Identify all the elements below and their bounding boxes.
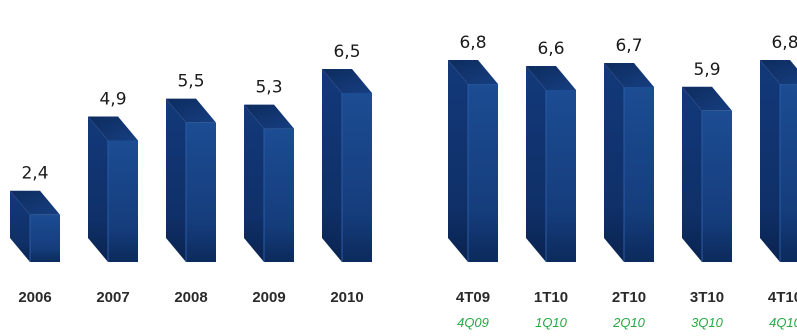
bar-side-face: [448, 60, 468, 262]
value-label: 6,8: [771, 33, 797, 53]
category-label: 2009: [252, 289, 285, 306]
subcategory-label: 4Q09: [457, 315, 489, 330]
category-label: 2008: [174, 289, 207, 306]
bar-side-face: [604, 63, 624, 263]
bar-front-face: [186, 122, 216, 263]
bar-side-face: [322, 68, 342, 262]
category-label: 2010: [330, 289, 363, 306]
bar-side-face: [760, 60, 780, 262]
bar-1T10: [526, 65, 576, 262]
value-label: 5,5: [177, 72, 204, 92]
bar-top-face: [244, 104, 294, 129]
subcategory-label: 3Q10: [691, 315, 724, 330]
bar-side-face: [10, 190, 30, 262]
value-label: 6,8: [459, 33, 486, 53]
bar-4T09: [448, 60, 498, 262]
category-label: 4T09: [456, 289, 490, 306]
bar-front-face: [30, 214, 60, 262]
bar-front-face: [546, 89, 576, 262]
bar-top-face: [682, 86, 732, 111]
category-label: 2T10: [612, 289, 646, 306]
value-label: 6,5: [333, 42, 360, 62]
bar-3T10: [682, 86, 732, 263]
bar-front-face: [702, 110, 732, 263]
category-label: 1T10: [534, 289, 568, 306]
value-label: 6,6: [537, 39, 564, 59]
bar-front-face: [780, 84, 797, 262]
bar-front-face: [468, 84, 498, 262]
bar-side-face: [166, 98, 186, 263]
bar-top-face: [604, 63, 654, 88]
bar-2T10: [604, 63, 654, 263]
bar-side-face: [244, 104, 264, 262]
subcategory-label: 4Q10: [769, 315, 797, 330]
bar-side-face: [526, 65, 546, 262]
bar-top-face: [526, 65, 576, 90]
value-label: 5,3: [255, 78, 282, 98]
bar-top-face: [88, 116, 138, 141]
bar-side-face: [682, 86, 702, 263]
bar-2008: [166, 98, 216, 263]
value-label: 4,9: [99, 89, 126, 109]
bar-front-face: [108, 140, 138, 262]
subcategory-label: 2Q10: [612, 315, 646, 330]
value-label: 2,4: [21, 164, 48, 184]
value-label: 6,7: [615, 36, 642, 56]
bar-top-face: [760, 60, 797, 85]
bar-top-face: [322, 68, 372, 93]
bar-top-face: [166, 98, 216, 123]
bar-front-face: [342, 92, 372, 262]
bar-front-face: [264, 128, 294, 262]
value-label: 5,9: [693, 60, 720, 80]
bar-top-face: [448, 60, 498, 85]
bar-2010: [322, 68, 372, 262]
subcategory-label: 1Q10: [535, 315, 568, 330]
bar-4T10: [760, 60, 797, 262]
bar-side-face: [88, 116, 108, 262]
category-label: 4T10: [768, 289, 797, 306]
bar-2007: [88, 116, 138, 262]
bar-front-face: [624, 87, 654, 262]
bar-top-face: [10, 190, 60, 215]
bar-2009: [244, 104, 294, 262]
category-label: 3T10: [690, 289, 724, 306]
bar-2006: [10, 190, 60, 262]
category-label: 2007: [96, 289, 129, 306]
category-label: 2006: [18, 289, 51, 306]
